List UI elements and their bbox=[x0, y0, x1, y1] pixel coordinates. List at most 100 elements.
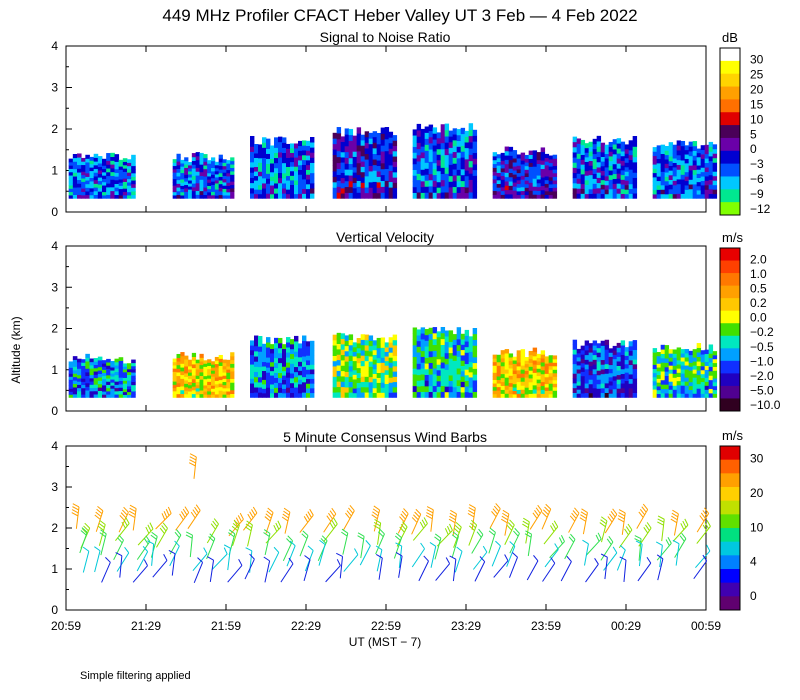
heatmap-cell bbox=[700, 362, 706, 367]
wind-barb-flag bbox=[453, 527, 460, 534]
heatmap-cell bbox=[600, 392, 606, 398]
heatmap-cell bbox=[464, 170, 470, 177]
heatmap-cell bbox=[492, 163, 498, 168]
heatmap-cell bbox=[230, 374, 235, 379]
heatmap-cell bbox=[222, 378, 227, 383]
heatmap-cell bbox=[258, 356, 263, 362]
wind-barb-flag bbox=[595, 534, 600, 542]
heatmap-cell bbox=[544, 176, 550, 181]
heatmap-cell bbox=[266, 337, 271, 343]
y-axis-label: Altitude (km) bbox=[9, 316, 23, 383]
wind-barb-flag bbox=[121, 509, 128, 516]
heatmap-cell bbox=[302, 376, 307, 383]
heatmap-cell bbox=[596, 379, 602, 385]
wind-barb-flag bbox=[128, 513, 136, 518]
heatmap-cell bbox=[106, 183, 111, 188]
wind-barb-staff bbox=[504, 524, 515, 545]
heatmap-cell bbox=[452, 139, 458, 147]
heatmap-cell bbox=[286, 387, 291, 393]
heatmap-cell bbox=[584, 373, 590, 379]
wind-barb-flag bbox=[83, 525, 89, 532]
heatmap-cell bbox=[207, 195, 212, 199]
heatmap-cell bbox=[532, 190, 538, 195]
heatmap-cell bbox=[592, 173, 598, 179]
heatmap-cell bbox=[352, 383, 358, 389]
heatmap-cell bbox=[420, 344, 426, 352]
heatmap-cell bbox=[552, 194, 558, 199]
heatmap-cell bbox=[298, 193, 303, 199]
heatmap-cell bbox=[344, 392, 350, 398]
heatmap-cell bbox=[440, 338, 446, 345]
wind-barb-flag bbox=[341, 528, 349, 534]
heatmap-cell bbox=[512, 360, 518, 364]
wind-barb-staff bbox=[434, 538, 442, 560]
heatmap-cell bbox=[294, 166, 299, 172]
heatmap-cell bbox=[696, 388, 702, 394]
heatmap-cell bbox=[114, 161, 120, 166]
heatmap-cell bbox=[548, 355, 554, 360]
heatmap-cell bbox=[424, 351, 430, 358]
heatmap-cell bbox=[392, 345, 398, 351]
wind-barb-flag bbox=[228, 532, 235, 538]
heatmap-cell bbox=[294, 184, 299, 190]
heatmap-cell bbox=[188, 394, 193, 398]
heatmap-cell bbox=[576, 183, 582, 189]
heatmap-cell bbox=[278, 157, 283, 163]
heatmap-cell bbox=[392, 140, 398, 147]
heatmap-cell bbox=[448, 192, 454, 199]
heatmap-cell bbox=[131, 158, 136, 163]
heatmap-cell bbox=[600, 161, 606, 167]
heatmap-cell bbox=[680, 385, 686, 390]
heatmap-cell bbox=[592, 392, 598, 398]
heatmap-cell bbox=[684, 349, 690, 354]
heatmap-cell bbox=[628, 193, 634, 199]
heatmap-cell bbox=[122, 386, 128, 390]
heatmap-cell bbox=[110, 373, 115, 377]
heatmap-cell bbox=[432, 332, 438, 340]
heatmap-cell bbox=[588, 174, 594, 180]
colorbar-swatch bbox=[720, 335, 740, 349]
wind-barb-flag bbox=[627, 523, 633, 531]
heatmap-cell bbox=[596, 365, 602, 371]
heatmap-cell bbox=[278, 352, 283, 359]
heatmap-cell bbox=[203, 360, 208, 364]
heatmap-cell bbox=[302, 345, 307, 352]
heatmap-cell bbox=[660, 162, 666, 168]
heatmap-cell bbox=[102, 158, 107, 163]
heatmap-cell bbox=[572, 162, 578, 168]
heatmap-cell bbox=[508, 185, 514, 191]
heatmap-cell bbox=[368, 387, 374, 393]
heatmap-cell bbox=[199, 386, 204, 391]
heatmap-cell bbox=[468, 377, 474, 383]
heatmap-cell bbox=[118, 179, 124, 183]
heatmap-cell bbox=[356, 150, 362, 158]
heatmap-cell bbox=[282, 152, 287, 159]
heatmap-cell bbox=[222, 188, 227, 193]
heatmap-cell bbox=[180, 163, 185, 167]
heatmap-cell bbox=[428, 161, 434, 168]
heatmap-cell bbox=[360, 155, 366, 162]
heatmap-cell bbox=[424, 132, 430, 139]
heatmap-cell bbox=[226, 163, 231, 167]
heatmap-cell bbox=[676, 347, 682, 353]
heatmap-cell bbox=[552, 358, 558, 363]
heatmap-cell bbox=[576, 389, 582, 394]
heatmap-cell bbox=[278, 146, 283, 153]
heatmap-cell bbox=[68, 373, 74, 377]
wind-barb-staff bbox=[303, 559, 311, 581]
heatmap-cell bbox=[604, 373, 610, 379]
snr-panel: Signal to Noise Ratio01234dB302520151050… bbox=[51, 29, 770, 219]
heatmap-cell bbox=[532, 162, 538, 167]
heatmap-cell bbox=[122, 174, 128, 179]
heatmap-cell bbox=[608, 165, 614, 171]
heatmap-cell bbox=[696, 181, 702, 187]
heatmap-cell bbox=[310, 392, 315, 398]
heatmap-cell bbox=[672, 171, 678, 177]
heatmap-cell bbox=[184, 160, 189, 165]
heatmap-cell bbox=[102, 175, 107, 179]
heatmap-cell bbox=[424, 340, 430, 347]
heatmap-cell bbox=[172, 365, 177, 369]
heatmap-cell bbox=[278, 392, 283, 398]
heatmap-cell bbox=[416, 173, 422, 181]
heatmap-cell bbox=[188, 375, 193, 379]
